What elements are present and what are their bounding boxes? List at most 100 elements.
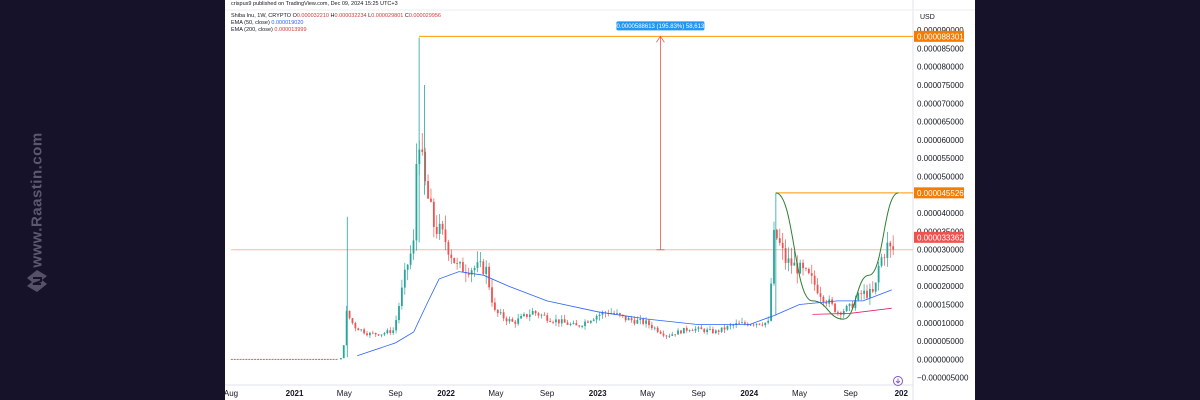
measure-label-box [616,21,705,31]
candle-body [723,327,726,330]
candle-body [848,303,851,306]
candle-body [441,223,444,230]
candle-body [476,262,479,269]
published-note: crispus9 published on TradingView.com, D… [231,1,398,7]
scroll-to-end-icon[interactable] [893,376,903,386]
candle-body [444,229,447,243]
candle-body [627,318,630,321]
candle-body [880,257,883,266]
candle-body [767,320,770,323]
y-tick-label: 0.000015000 [917,301,964,310]
candle-body [540,314,543,316]
symbol-title: Shiba Inu, 1W, CRYPTO [231,13,292,19]
y-tick-label: 0.000030000 [917,246,964,255]
candle-body [784,248,787,263]
chart-panel[interactable]: 0.0000588613 (195.83%) 58,613 0.00009000… [225,0,975,400]
candle-body [799,262,802,274]
candle-body [473,268,476,271]
candle-body [566,322,569,325]
candle-body [775,229,778,239]
candle-body [714,330,717,334]
candle-body [720,327,723,332]
candle-body [845,305,848,312]
candle-body [511,319,514,322]
candle-body [592,319,595,321]
candle-body [389,330,392,333]
candle-body [525,314,528,317]
candle-body [351,318,354,324]
candle-body [584,321,586,326]
y-tick-label: 0.000090000 [917,26,964,35]
x-tick-label: Aug [225,389,238,398]
candle-body [557,319,560,324]
candle-body [819,293,822,297]
candle-body [435,226,438,234]
candle-body [572,323,575,324]
price-label-text: 0.000088301 [917,32,964,41]
candle-body [424,151,427,182]
cup-curve [775,192,899,320]
candle-body [494,302,496,310]
ema200-value: 0.000013999 [274,27,307,33]
y-tick-label: 0.000000000 [917,355,964,364]
candle-body [598,314,601,316]
candle-body [619,313,621,315]
candle-body [796,262,799,274]
y-tick-label: 0.000020000 [917,282,964,291]
candle-body [877,265,880,283]
candle-body [450,254,453,258]
ohlc-value: 0.000029956 [408,13,441,19]
candle-body [648,320,650,326]
candle-body [528,314,531,317]
candle-body [502,312,505,319]
measure-label-text: 0.0000588613 (195.83%) 58,613 [617,24,705,30]
ema50-value: 0.000019020 [271,20,304,26]
candle-body [534,310,537,314]
y-tick-label: 0.000050000 [917,172,964,181]
candle-body [636,319,639,324]
currency-label[interactable]: USD [920,14,935,21]
candle-body [616,313,618,314]
candle-body [694,328,697,331]
candle-body [749,324,752,326]
candle-body [866,290,868,298]
symbol-ohlc-line: Shiba Inu, 1W, CRYPTO O0.000032210 H0.00… [231,13,441,20]
y-tick-label: 0.000055000 [917,154,964,163]
candle-body [741,322,743,324]
candle-body [883,257,886,259]
candle-body [374,332,377,335]
candle-body [514,321,517,324]
candle-body [764,322,767,326]
raastin-logo-icon [27,270,47,292]
y-tick-label: 0.000075000 [917,81,964,90]
candle-body [633,320,636,324]
candle-body [383,333,386,335]
candle-body [842,311,845,315]
candle-body [639,318,642,320]
candle-body [354,323,357,329]
candle-body [781,242,784,249]
candle-body [578,325,581,327]
y-tick-label: 0.000040000 [917,209,964,218]
candle-body [467,273,470,275]
candle-body [863,290,865,294]
y-tick-label: 0.000005000 [917,337,964,346]
candle-body [837,311,839,313]
price-label-box [914,30,964,42]
candle-body [462,262,464,272]
candle-body [773,229,775,284]
candle-body [531,310,534,315]
candle-body [665,335,668,337]
candle-body [403,269,406,288]
candlestick-chart[interactable]: 0.0000588613 (195.83%) 58,613 0.00009000… [225,0,975,400]
candle-body [613,312,615,314]
candle-body [871,289,874,292]
candle-body [432,201,435,227]
candle-body [453,257,456,264]
x-tick-label: 2021 [286,389,304,398]
y-tick-label: 0.000085000 [917,44,964,53]
candle-body [366,333,368,336]
candle-body [517,318,520,324]
candle-body [834,303,836,312]
candle-body [342,345,345,359]
